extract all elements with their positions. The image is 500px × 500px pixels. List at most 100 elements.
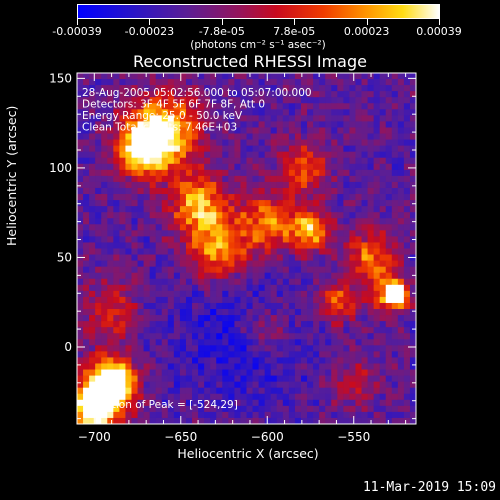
- heatmap-cell: [294, 266, 302, 274]
- heatmap-cell: [307, 357, 314, 364]
- heatmap-cell: [161, 333, 169, 340]
- colorbar-tick: [439, 19, 440, 25]
- heatmap-cell: [179, 315, 187, 322]
- heatmap-cell: [137, 230, 145, 237]
- heatmap-cell: [373, 218, 381, 225]
- heatmap-cell: [210, 351, 217, 358]
- heatmap-cell: [173, 139, 181, 147]
- heatmap-cell: [355, 224, 363, 231]
- heatmap-cell: [252, 175, 260, 183]
- heatmap-cell: [270, 169, 278, 177]
- heatmap-cell: [137, 175, 145, 183]
- heatmap-cell: [319, 290, 326, 298]
- heatmap-cell: [192, 321, 199, 328]
- heatmap-cell: [409, 236, 416, 243]
- heatmap-cell: [95, 284, 102, 292]
- heatmap-cell: [246, 151, 254, 159]
- heatmap-cell: [101, 333, 108, 340]
- heatmap-cell: [119, 175, 126, 183]
- heatmap-cell: [143, 175, 151, 183]
- heatmap-cell: [95, 387, 102, 395]
- heatmap-cell: [325, 278, 332, 286]
- heatmap-cell: [349, 248, 356, 256]
- heatmap-cell: [222, 284, 229, 292]
- heatmap-cell: [107, 181, 114, 189]
- heatmap-cell: [319, 85, 326, 92]
- heatmap-cell: [337, 387, 344, 395]
- heatmap-cell: [282, 175, 290, 183]
- heatmap-cell: [137, 133, 145, 141]
- heatmap-cell: [125, 181, 132, 189]
- heatmap-cell: [155, 139, 163, 147]
- heatmap-cell: [161, 381, 169, 389]
- heatmap-cell: [373, 73, 381, 80]
- heatmap-cell: [349, 145, 356, 153]
- heatmap-cell: [313, 218, 320, 225]
- heatmap-cell: [409, 315, 416, 322]
- heatmap-cell: [192, 327, 199, 334]
- heatmap-cell: [101, 345, 108, 352]
- heatmap-cell: [276, 254, 284, 262]
- heatmap-cell: [173, 411, 181, 419]
- heatmap-cell: [216, 163, 223, 171]
- heatmap-cell: [204, 278, 211, 286]
- heatmap-cell: [119, 218, 126, 225]
- heatmap-cell: [204, 375, 211, 383]
- heatmap-cell: [125, 157, 132, 165]
- heatmap-cell: [173, 181, 181, 189]
- heatmap-cell: [264, 260, 272, 268]
- heatmap-cell: [361, 266, 369, 274]
- y-axis-label: Heliocentric Y (arcsec): [4, 105, 19, 246]
- heatmap-cell: [125, 302, 132, 310]
- heatmap-cell: [173, 357, 181, 364]
- heatmap-cell: [349, 181, 356, 189]
- heatmap-cell: [355, 399, 363, 407]
- heatmap-cell: [119, 315, 126, 322]
- heatmap-cell: [95, 145, 102, 153]
- heatmap-cell: [173, 212, 181, 219]
- heatmap-cell: [179, 194, 187, 201]
- heatmap-cell: [210, 266, 217, 274]
- heatmap-cell: [161, 79, 169, 86]
- heatmap-cell: [204, 309, 211, 316]
- heatmap-cell: [331, 230, 338, 237]
- heatmap-cell: [373, 357, 381, 364]
- heatmap-cell: [222, 230, 229, 237]
- heatmap-cell: [409, 91, 416, 98]
- heatmap-cell: [331, 254, 338, 262]
- heatmap-cell: [385, 169, 393, 177]
- heatmap-cell: [246, 315, 254, 322]
- heatmap-cell: [137, 73, 145, 80]
- heatmap-cell: [409, 357, 416, 364]
- heatmap-cell: [258, 121, 266, 128]
- heatmap-cell: [101, 230, 108, 237]
- heatmap-cell: [149, 248, 157, 256]
- heatmap-cell: [307, 321, 314, 328]
- heatmap-cell: [179, 272, 187, 280]
- heatmap-cell: [409, 405, 416, 413]
- heatmap-cell: [313, 321, 320, 328]
- heatmap-cell: [300, 417, 308, 424]
- heatmap-cell: [240, 357, 247, 364]
- heatmap-cell: [228, 230, 235, 237]
- heatmap-cell: [137, 339, 145, 346]
- heatmap-cell: [252, 181, 260, 189]
- heatmap-cell: [228, 363, 235, 371]
- heatmap-cell: [361, 345, 369, 352]
- heatmap-cell: [192, 157, 199, 165]
- heatmap-cell: [300, 79, 308, 86]
- heatmap-cell: [276, 79, 284, 86]
- heatmap-cell: [161, 309, 169, 316]
- heatmap-cell: [246, 290, 254, 298]
- heatmap-cell: [282, 339, 290, 346]
- heatmap-cell: [270, 399, 278, 407]
- heatmap-cell: [228, 206, 235, 213]
- heatmap-cell: [246, 321, 254, 328]
- heatmap-cell: [119, 266, 126, 274]
- heatmap-cell: [192, 411, 199, 419]
- heatmap-cell: [179, 284, 187, 292]
- heatmap-cell: [119, 381, 126, 389]
- heatmap-cell: [385, 103, 393, 110]
- heatmap-cell: [83, 187, 90, 195]
- heatmap-cell: [246, 333, 254, 340]
